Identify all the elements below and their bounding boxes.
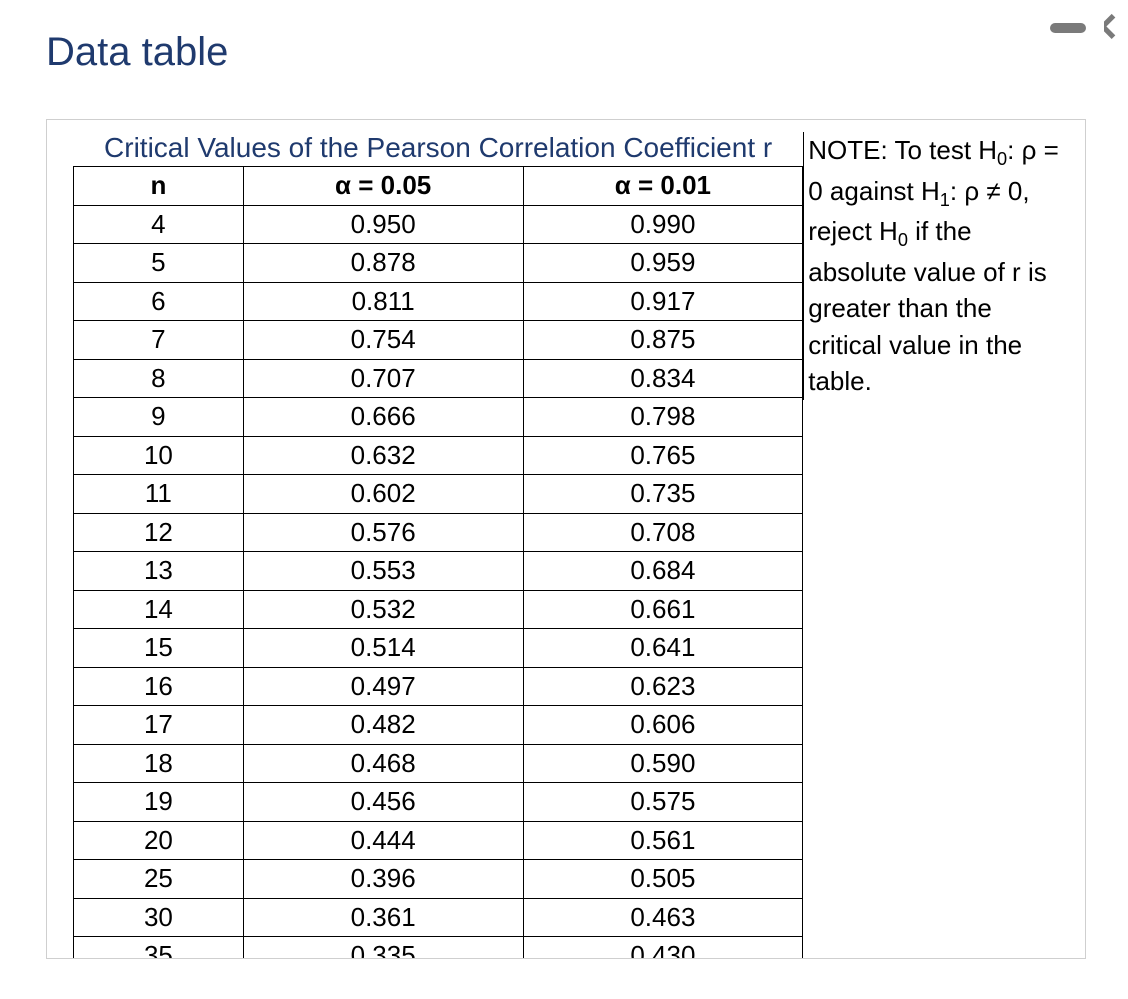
table-row: 120.5760.708 [74,513,803,552]
cell-a05: 0.602 [243,475,523,514]
cell-a01: 0.430 [523,937,803,960]
cell-n: 35 [74,937,244,960]
cell-a01: 0.959 [523,244,803,283]
col-n-header: n [74,167,244,206]
cell-n: 16 [74,667,244,706]
cell-a01: 0.875 [523,321,803,360]
cell-a01: 0.641 [523,629,803,668]
table-row: 80.7070.834 [74,359,803,398]
cell-a01: 0.606 [523,706,803,745]
table-row: 190.4560.575 [74,783,803,822]
cell-a01: 0.765 [523,436,803,475]
cell-a05: 0.444 [243,821,523,860]
col-a01-header: α = 0.01 [523,167,803,206]
close-chevron-icon[interactable]: ✕ [1104,8,1118,48]
table-note: NOTE: To test H0: ρ = 0 against H1: ρ ≠ … [803,132,1059,400]
cell-n: 4 [74,205,244,244]
table-row: 140.5320.661 [74,590,803,629]
cell-a05: 0.468 [243,744,523,783]
cell-a05: 0.532 [243,590,523,629]
critical-values-block: Critical Values of the Pearson Correlati… [73,132,803,959]
table-row: 90.6660.798 [74,398,803,437]
cell-a01: 0.684 [523,552,803,591]
window-controls: ✕ [1050,8,1118,48]
cell-n: 25 [74,860,244,899]
cell-n: 13 [74,552,244,591]
table-row: 50.8780.959 [74,244,803,283]
table-row: 110.6020.735 [74,475,803,514]
table-row: 70.7540.875 [74,321,803,360]
col-a05-header: α = 0.05 [243,167,523,206]
cell-a05: 0.666 [243,398,523,437]
table-row: 60.8110.917 [74,282,803,321]
cell-n: 15 [74,629,244,668]
table-row: 350.3350.430 [74,937,803,960]
cell-a05: 0.361 [243,898,523,937]
table-row: 180.4680.590 [74,744,803,783]
cell-a01: 0.590 [523,744,803,783]
cell-a01: 0.798 [523,398,803,437]
table-row: 150.5140.641 [74,629,803,668]
cell-a05: 0.811 [243,282,523,321]
cell-a05: 0.632 [243,436,523,475]
cell-a01: 0.708 [523,513,803,552]
cell-n: 8 [74,359,244,398]
cell-a01: 0.575 [523,783,803,822]
cell-n: 18 [74,744,244,783]
cell-a01: 0.561 [523,821,803,860]
page-title: Data table [46,30,1088,75]
table-row: 250.3960.505 [74,860,803,899]
table-row: 40.9500.990 [74,205,803,244]
cell-a05: 0.514 [243,629,523,668]
cell-a01: 0.661 [523,590,803,629]
cell-a01: 0.505 [523,860,803,899]
cell-a05: 0.335 [243,937,523,960]
table-row: 200.4440.561 [74,821,803,860]
cell-n: 30 [74,898,244,937]
minimize-icon[interactable] [1050,23,1086,33]
cell-a05: 0.576 [243,513,523,552]
cell-a05: 0.396 [243,860,523,899]
cell-a05: 0.707 [243,359,523,398]
table-header-row: n α = 0.05 α = 0.01 [74,167,803,206]
cell-a01: 0.917 [523,282,803,321]
table-row: 100.6320.765 [74,436,803,475]
cell-a05: 0.950 [243,205,523,244]
table-row: 170.4820.606 [74,706,803,745]
cell-a01: 0.735 [523,475,803,514]
cell-n: 14 [74,590,244,629]
cell-n: 10 [74,436,244,475]
table-row: 300.3610.463 [74,898,803,937]
cell-a05: 0.553 [243,552,523,591]
cell-n: 5 [74,244,244,283]
cell-a05: 0.482 [243,706,523,745]
cell-a05: 0.754 [243,321,523,360]
table-row: 130.5530.684 [74,552,803,591]
cell-a05: 0.497 [243,667,523,706]
cell-a05: 0.456 [243,783,523,822]
table-row: 160.4970.623 [74,667,803,706]
cell-a01: 0.623 [523,667,803,706]
cell-n: 17 [74,706,244,745]
cell-a01: 0.463 [523,898,803,937]
cell-n: 19 [74,783,244,822]
page: ✕ Data table Critical Values of the Pear… [0,0,1128,999]
table-caption: Critical Values of the Pearson Correlati… [73,132,803,164]
cell-n: 20 [74,821,244,860]
data-panel: Critical Values of the Pearson Correlati… [46,119,1086,959]
cell-n: 6 [74,282,244,321]
cell-n: 9 [74,398,244,437]
cell-n: 12 [74,513,244,552]
cell-a01: 0.990 [523,205,803,244]
critical-values-table: n α = 0.05 α = 0.01 40.9500.99050.8780.9… [73,166,803,959]
cell-n: 7 [74,321,244,360]
cell-a01: 0.834 [523,359,803,398]
table-wrap: Critical Values of the Pearson Correlati… [73,132,1059,959]
cell-n: 11 [74,475,244,514]
cell-a05: 0.878 [243,244,523,283]
